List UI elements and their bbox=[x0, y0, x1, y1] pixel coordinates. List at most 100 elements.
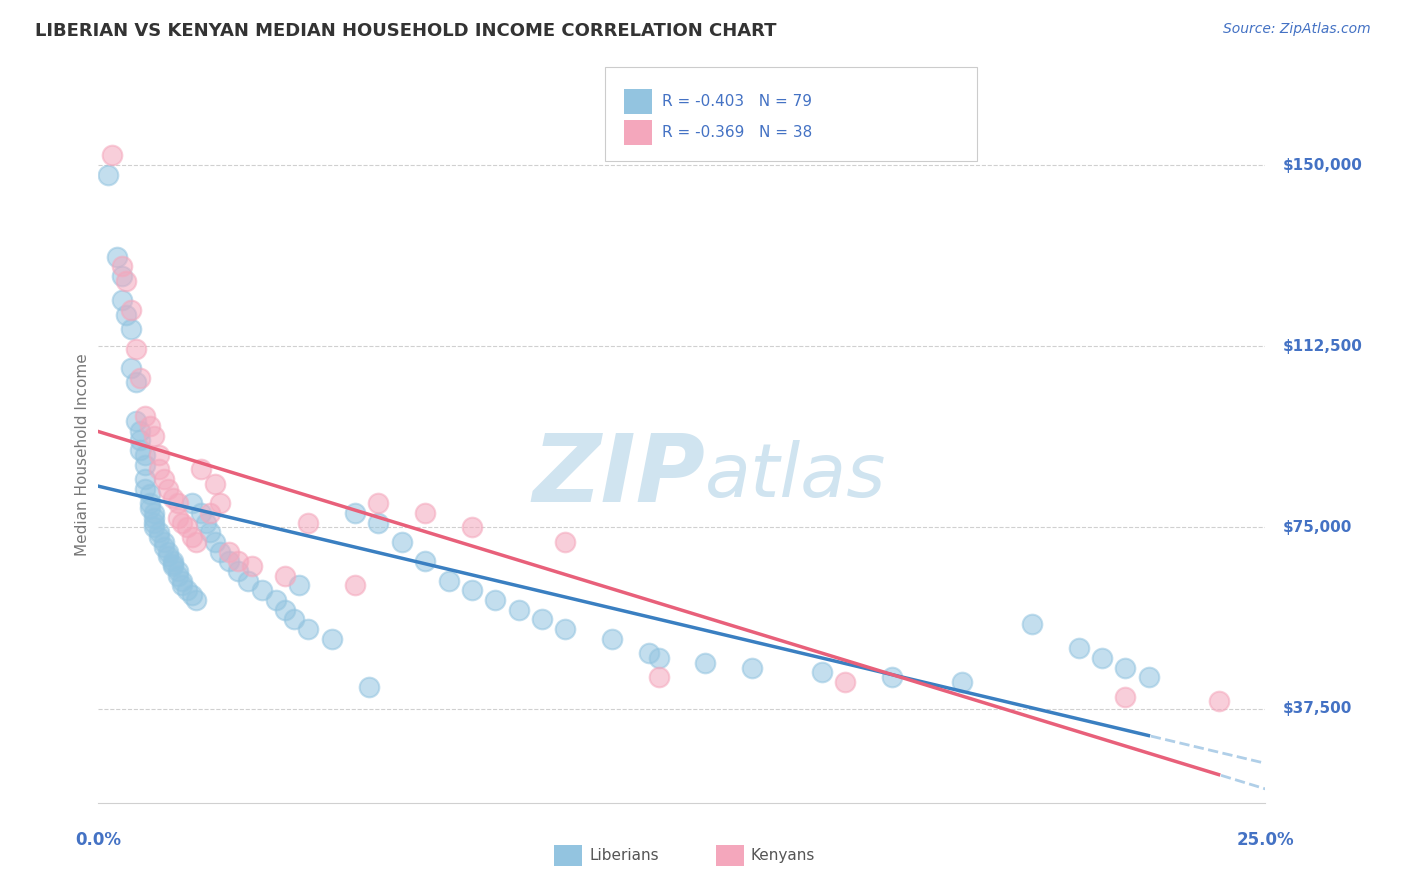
Point bbox=[120, 303, 142, 318]
Point bbox=[530, 612, 553, 626]
Point bbox=[437, 574, 460, 588]
Text: $37,500: $37,500 bbox=[1282, 701, 1351, 716]
Point bbox=[111, 260, 134, 274]
Text: $75,000: $75,000 bbox=[1282, 520, 1351, 535]
Point bbox=[250, 583, 273, 598]
Text: R = -0.403   N = 79: R = -0.403 N = 79 bbox=[662, 94, 813, 109]
Point bbox=[172, 516, 194, 530]
Point bbox=[242, 559, 264, 574]
Point bbox=[288, 578, 311, 592]
Point bbox=[148, 530, 170, 544]
Point bbox=[139, 486, 162, 500]
Point bbox=[461, 583, 484, 598]
Point bbox=[166, 564, 188, 578]
Text: ZIP: ZIP bbox=[533, 430, 706, 522]
Point bbox=[461, 520, 484, 534]
Point bbox=[166, 510, 188, 524]
Point bbox=[129, 424, 152, 438]
Point bbox=[111, 293, 134, 308]
Point bbox=[125, 414, 148, 428]
Point bbox=[204, 534, 226, 549]
Point bbox=[143, 516, 166, 530]
Point bbox=[186, 534, 208, 549]
Text: R = -0.369   N = 38: R = -0.369 N = 38 bbox=[662, 125, 813, 140]
Point bbox=[148, 525, 170, 540]
Point bbox=[166, 568, 188, 582]
Point bbox=[638, 646, 661, 660]
Point bbox=[157, 549, 180, 564]
Point bbox=[1091, 651, 1114, 665]
Point bbox=[190, 506, 212, 520]
Point bbox=[129, 434, 152, 448]
Point bbox=[554, 534, 576, 549]
Point bbox=[208, 496, 231, 510]
Point bbox=[162, 491, 184, 506]
Point bbox=[367, 516, 389, 530]
Text: $112,500: $112,500 bbox=[1282, 339, 1362, 354]
Point bbox=[180, 588, 202, 602]
Point bbox=[105, 250, 128, 264]
Point bbox=[600, 632, 623, 646]
Text: $150,000: $150,000 bbox=[1282, 158, 1362, 172]
Point bbox=[157, 544, 180, 558]
Point bbox=[264, 592, 287, 607]
Point bbox=[139, 496, 162, 510]
Point bbox=[157, 482, 180, 496]
Point bbox=[139, 419, 162, 434]
Point bbox=[152, 472, 174, 486]
Point bbox=[186, 592, 208, 607]
Point bbox=[162, 559, 184, 574]
Point bbox=[228, 564, 250, 578]
Point bbox=[115, 274, 138, 288]
Point bbox=[115, 308, 138, 322]
Point bbox=[139, 501, 162, 516]
Point bbox=[148, 448, 170, 462]
Point bbox=[359, 680, 381, 694]
Point bbox=[152, 534, 174, 549]
Point bbox=[162, 554, 184, 568]
Point bbox=[134, 472, 156, 486]
Point bbox=[125, 376, 148, 390]
Point bbox=[647, 651, 669, 665]
Point bbox=[101, 148, 124, 162]
Point bbox=[297, 622, 319, 636]
Point bbox=[344, 578, 367, 592]
Point bbox=[134, 409, 156, 424]
Point bbox=[190, 462, 212, 476]
Text: Source: ZipAtlas.com: Source: ZipAtlas.com bbox=[1223, 22, 1371, 37]
Point bbox=[508, 602, 530, 616]
Text: 25.0%: 25.0% bbox=[1237, 831, 1294, 849]
Point bbox=[172, 578, 194, 592]
Point bbox=[176, 583, 198, 598]
Point bbox=[143, 510, 166, 524]
Point bbox=[200, 506, 222, 520]
Point bbox=[218, 554, 240, 568]
Point bbox=[152, 540, 174, 554]
Point bbox=[200, 525, 222, 540]
Point bbox=[134, 482, 156, 496]
Point bbox=[228, 554, 250, 568]
Text: 0.0%: 0.0% bbox=[76, 831, 121, 849]
Point bbox=[176, 520, 198, 534]
Point bbox=[811, 665, 834, 680]
Point bbox=[208, 544, 231, 558]
Point bbox=[120, 361, 142, 376]
Point bbox=[134, 458, 156, 472]
Point bbox=[120, 322, 142, 336]
Point bbox=[143, 520, 166, 534]
Point bbox=[834, 675, 856, 690]
Point bbox=[148, 462, 170, 476]
Point bbox=[194, 516, 217, 530]
Point bbox=[391, 534, 413, 549]
Point bbox=[274, 568, 297, 582]
Point bbox=[204, 476, 226, 491]
Point bbox=[162, 557, 184, 571]
Point bbox=[172, 574, 194, 588]
Point bbox=[143, 506, 166, 520]
Point bbox=[283, 612, 305, 626]
Point bbox=[1114, 690, 1136, 704]
Point bbox=[180, 530, 202, 544]
Point bbox=[554, 622, 576, 636]
Point bbox=[297, 516, 319, 530]
Y-axis label: Median Household Income: Median Household Income bbox=[75, 353, 90, 557]
